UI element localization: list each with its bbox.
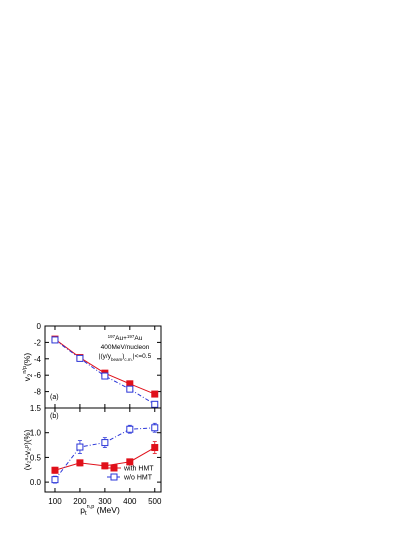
data-point (151, 400, 159, 408)
x-tick-label: 500 (148, 497, 162, 506)
annotation-line: |(y/ybeam)c.m.|<=0.5 (99, 353, 152, 362)
data-point (151, 424, 159, 432)
data-point (51, 476, 59, 484)
data-point (151, 444, 159, 452)
y-tick-label: -6 (34, 371, 42, 380)
y-tick-label: 0.0 (30, 478, 42, 487)
data-point (51, 466, 59, 474)
y-tick-label: -2 (34, 338, 42, 347)
y-tick-label: -8 (34, 388, 42, 397)
y-tick-label: 0 (37, 322, 42, 331)
data-point (76, 443, 84, 451)
x-tick-label: 400 (123, 497, 137, 506)
x-tick-label: 300 (98, 497, 112, 506)
plot-frame (44, 407, 162, 493)
legend: with HMT w/o HMT (107, 464, 154, 482)
panel-label: (a) (50, 394, 59, 401)
legend-label: with HMT (123, 466, 154, 473)
panel-b: 0.0 0.5 1.0 1.5 (b) (v₂ⁿ-v₂ᵖ)(%) 100 200 300 400 5… (23, 404, 162, 517)
plot-frame (44, 325, 162, 409)
y-tick-label: 1.5 (30, 404, 42, 413)
data-point (101, 372, 109, 380)
legend-marker (110, 464, 118, 472)
data-point (101, 462, 109, 470)
y-tick-label: -4 (34, 355, 42, 364)
x-tick-label: 100 (48, 497, 62, 506)
panel-label: (b) (50, 413, 59, 420)
data-point (126, 425, 134, 433)
data-point (101, 439, 109, 447)
data-point (76, 354, 84, 362)
data-point (76, 459, 84, 467)
y-axis-label: v2n/p(%) (22, 353, 34, 382)
data-point (126, 385, 134, 393)
y-tick-label: 1.0 (30, 429, 42, 438)
annotation-line: 197Au+197Au (108, 334, 143, 343)
legend-label: w/o HMT (123, 475, 153, 482)
data-point (51, 336, 59, 344)
y-axis-label: (v₂ⁿ-v₂ᵖ)(%) (23, 429, 32, 470)
series-line-wo-hmt (54, 339, 156, 405)
panel-a: 0 -2 -4 -6 -8 (a) v2n/p(%) 197Au+197Au400MeV/nu… (22, 322, 162, 409)
x-axis-label: ptn,p (MeV) (80, 504, 120, 517)
legend-marker (110, 473, 118, 481)
data-point (126, 458, 134, 466)
data-point (151, 390, 159, 398)
x-tick-label: 200 (73, 497, 87, 506)
annotation-line: 400MeV/nucleon (101, 344, 150, 351)
y-tick-label: 0.5 (30, 453, 42, 462)
